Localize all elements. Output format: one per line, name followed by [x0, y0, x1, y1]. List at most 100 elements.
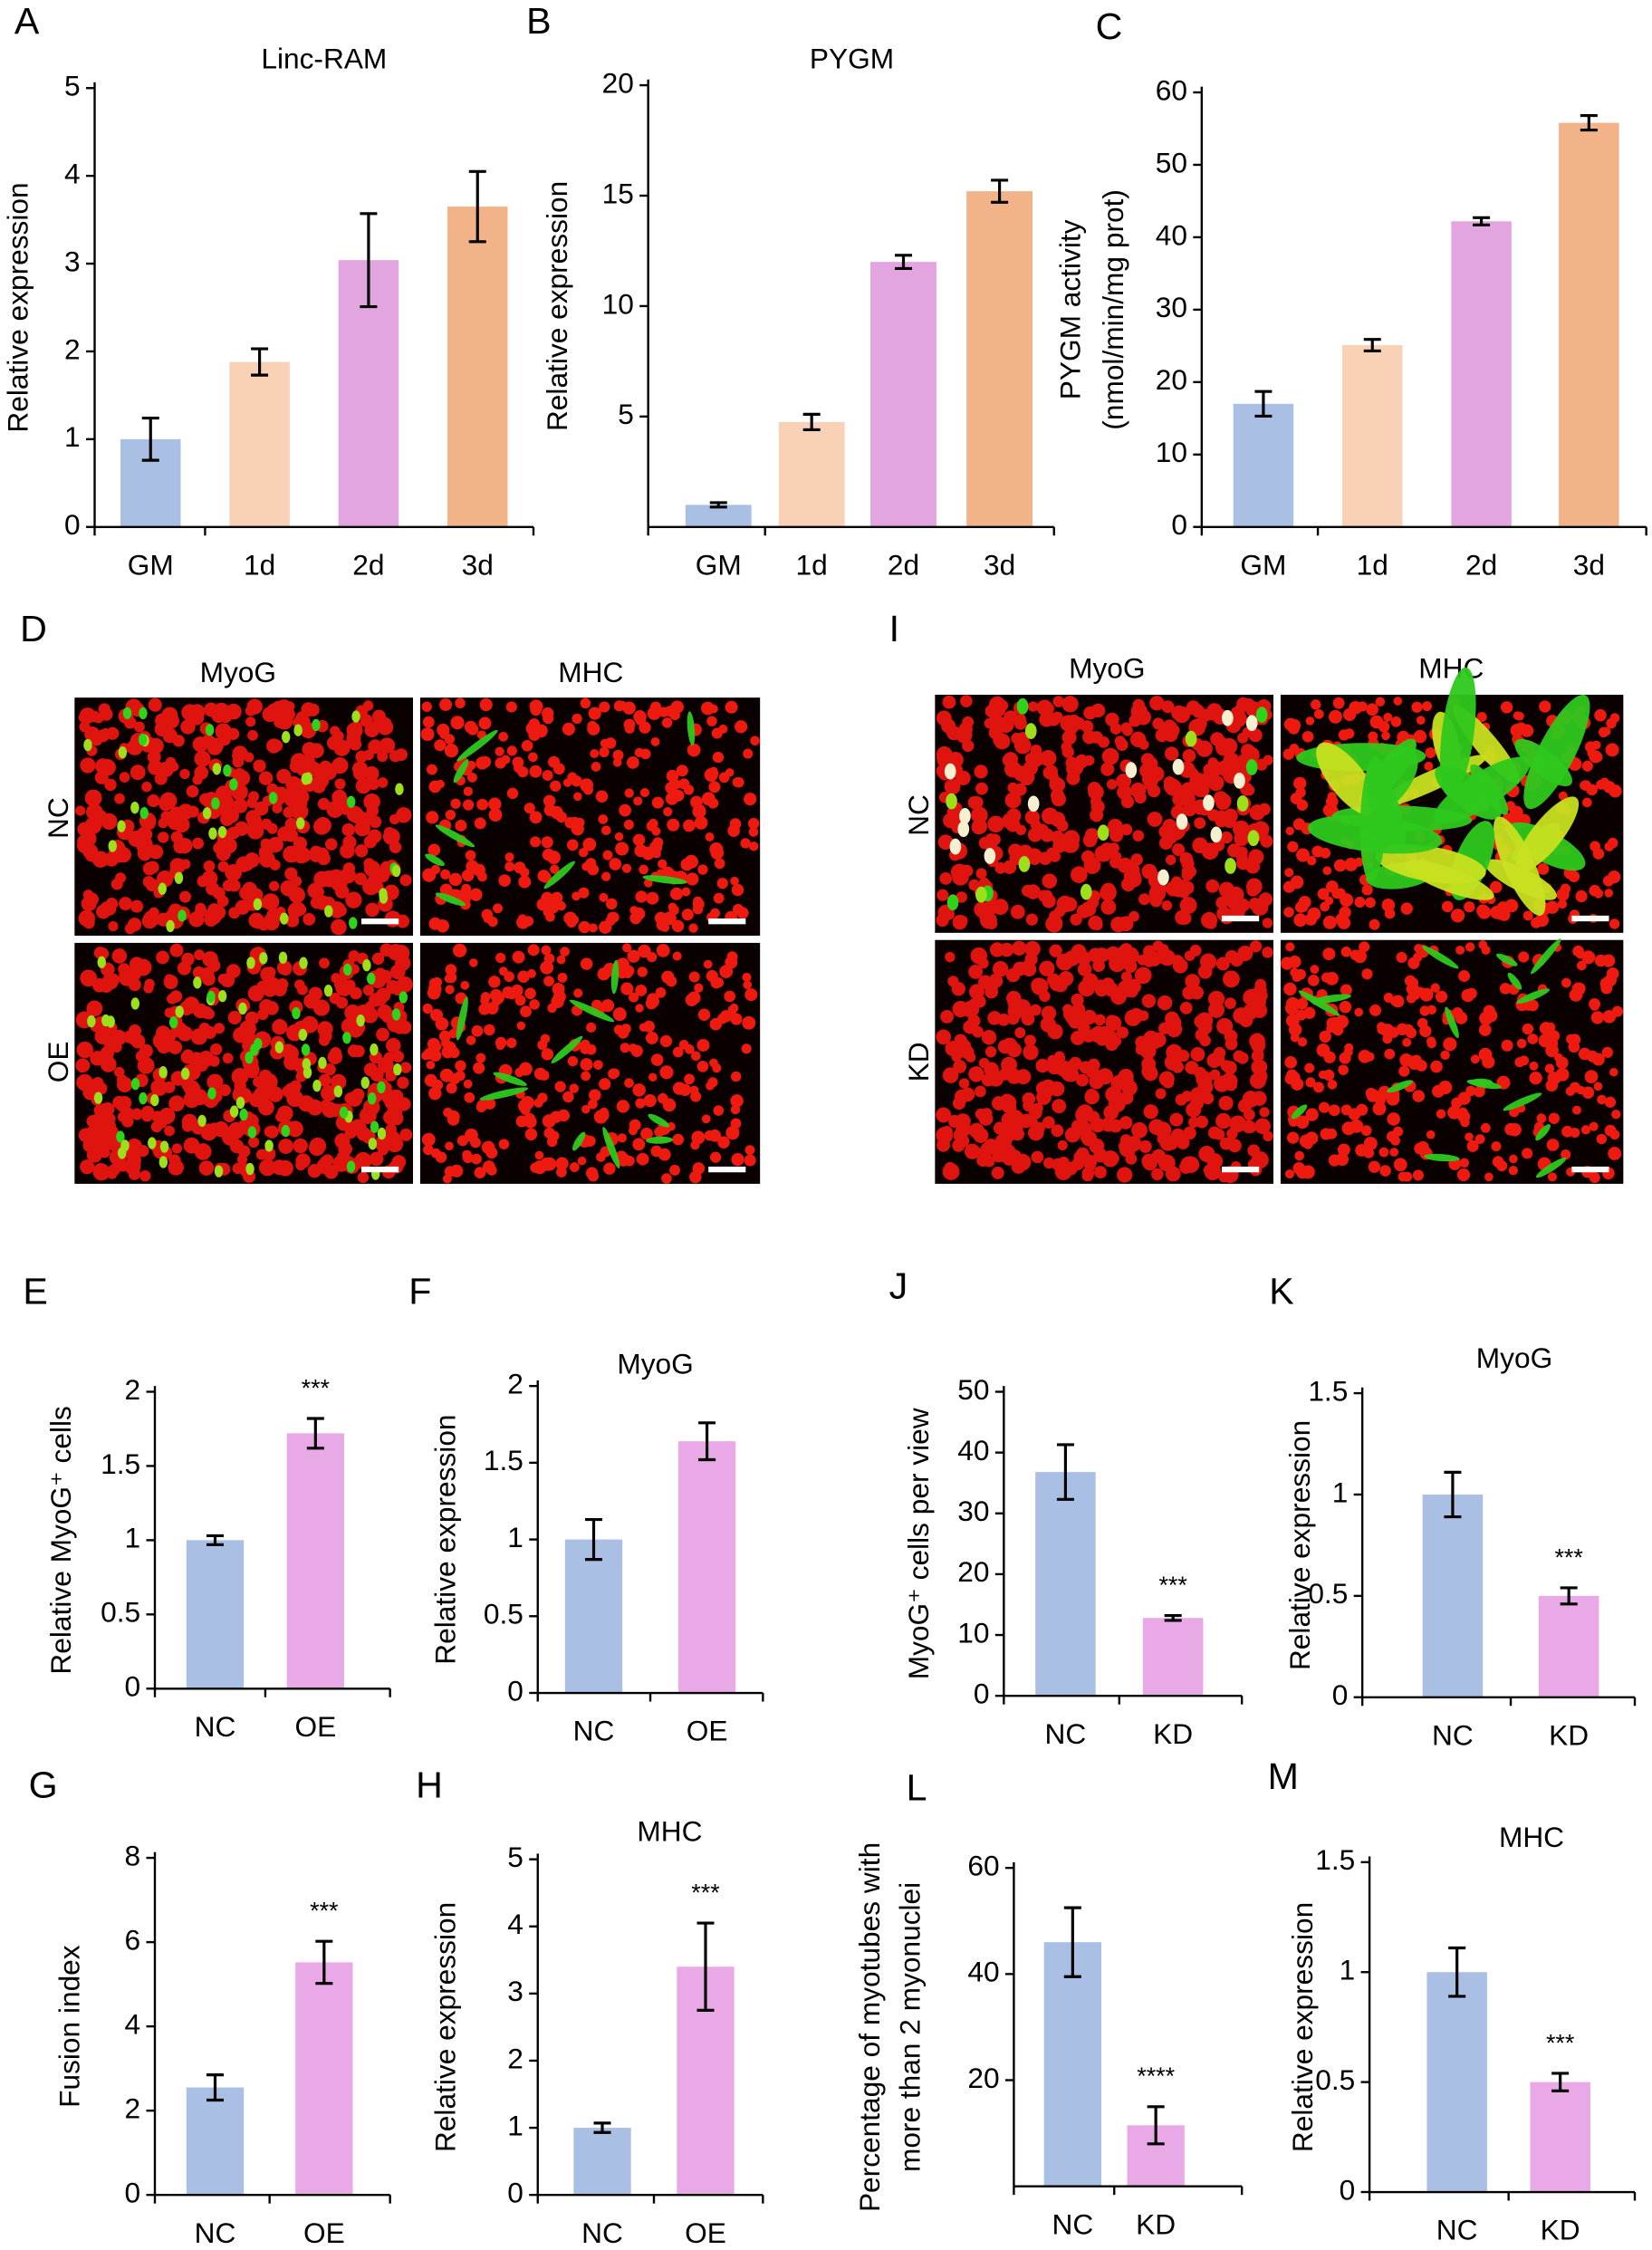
myotube — [1307, 814, 1443, 854]
nucleus — [1022, 884, 1034, 898]
nucleus — [750, 736, 760, 746]
nucleus — [1580, 1125, 1591, 1135]
nucleus — [389, 1089, 404, 1104]
nucleus — [1414, 943, 1424, 953]
nucleus — [744, 793, 757, 806]
nucleus — [115, 847, 131, 863]
positive-nucleus — [223, 764, 232, 777]
nucleus — [1178, 888, 1190, 899]
bar — [295, 1962, 353, 2196]
nucleus — [1052, 1099, 1067, 1114]
x-tick-label: 1d — [244, 548, 275, 581]
error-bar — [206, 1534, 224, 1546]
y-tick-label: 10 — [957, 1616, 989, 1649]
nucleus — [331, 918, 347, 936]
x-tick-label: 1d — [1357, 548, 1388, 581]
nucleus — [1326, 1017, 1339, 1030]
nucleus — [732, 777, 743, 788]
nucleus — [1139, 1043, 1157, 1060]
nucleus — [676, 764, 688, 777]
chart-title: MyoG — [1476, 1341, 1552, 1374]
nucleus — [466, 772, 477, 783]
nucleus — [1393, 697, 1403, 706]
nucleus — [953, 1060, 967, 1073]
nucleus — [596, 1109, 610, 1122]
nucleus — [1233, 1050, 1245, 1062]
x-tick-label: NC — [1052, 2207, 1093, 2240]
nucleus — [377, 777, 389, 788]
nucleus — [423, 1047, 436, 1061]
nucleus — [643, 1094, 657, 1108]
nucleus — [1083, 755, 1095, 766]
nucleus — [1071, 993, 1084, 1006]
positive-nucleus — [108, 840, 118, 852]
nucleus — [993, 1146, 1009, 1162]
nucleus — [297, 984, 308, 995]
nucleus — [712, 751, 725, 764]
nucleus — [1243, 746, 1260, 764]
nucleus — [620, 1043, 630, 1053]
nucleus — [1215, 957, 1230, 971]
nucleus — [639, 787, 650, 798]
y-tick-label: 4 — [507, 1908, 523, 1940]
nucleus — [717, 1136, 730, 1149]
nucleus — [1246, 879, 1263, 896]
bar — [1451, 221, 1512, 527]
nucleus — [666, 976, 677, 987]
x-tick-label: 2d — [1465, 548, 1497, 581]
nucleus — [280, 880, 297, 897]
nucleus — [624, 723, 635, 734]
nucleus — [278, 1139, 293, 1154]
positive-nucleus — [301, 773, 311, 785]
nucleus — [351, 761, 367, 776]
nucleus — [1042, 873, 1058, 889]
nucleus — [748, 827, 759, 837]
nucleus — [566, 839, 579, 851]
nucleus — [1361, 884, 1373, 896]
nucleus — [296, 847, 312, 863]
nucleus — [327, 1049, 343, 1065]
nucleus — [643, 1020, 655, 1033]
micrograph — [1280, 667, 1624, 933]
nucleus — [581, 1104, 591, 1114]
nucleus — [198, 1160, 215, 1176]
nucleus — [1118, 916, 1134, 932]
nucleus — [76, 1073, 93, 1091]
nucleus — [567, 1055, 579, 1067]
nucleus — [310, 845, 322, 858]
nucleus — [1293, 913, 1308, 928]
nucleus — [1459, 1158, 1470, 1168]
nucleus — [488, 808, 503, 822]
nucleus — [1132, 830, 1145, 841]
nucleus — [93, 947, 107, 959]
nucleus — [1252, 1091, 1267, 1106]
nucleus — [1318, 1070, 1328, 1080]
nucleus — [694, 983, 704, 993]
nucleus — [367, 777, 379, 791]
nucleus — [1206, 1053, 1222, 1069]
nucleus — [1369, 1004, 1382, 1016]
nucleus — [1333, 859, 1347, 872]
nucleus — [1105, 1014, 1122, 1032]
nucleus — [127, 739, 143, 755]
positive-nucleus — [122, 707, 132, 720]
y-tick-label: 40 — [967, 1956, 999, 1988]
y-tick-label: 20 — [1156, 363, 1187, 396]
nucleus — [341, 822, 356, 837]
nucleus — [1182, 1156, 1200, 1173]
significance: *** — [1158, 1572, 1187, 1599]
nucleus — [1569, 1034, 1581, 1045]
panel-letter: L — [907, 1767, 927, 1809]
nucleus — [150, 1079, 168, 1096]
nucleus — [690, 1091, 702, 1102]
nucleus — [285, 914, 300, 928]
panel-letter: H — [416, 1764, 443, 1805]
nucleus — [937, 834, 954, 851]
y-tick-label: 1 — [507, 2109, 523, 2141]
y-tick-label: 20 — [967, 2062, 999, 2094]
nucleus — [293, 836, 308, 851]
nucleus — [209, 911, 222, 924]
nucleus — [354, 844, 369, 858]
nucleus — [421, 1132, 436, 1147]
